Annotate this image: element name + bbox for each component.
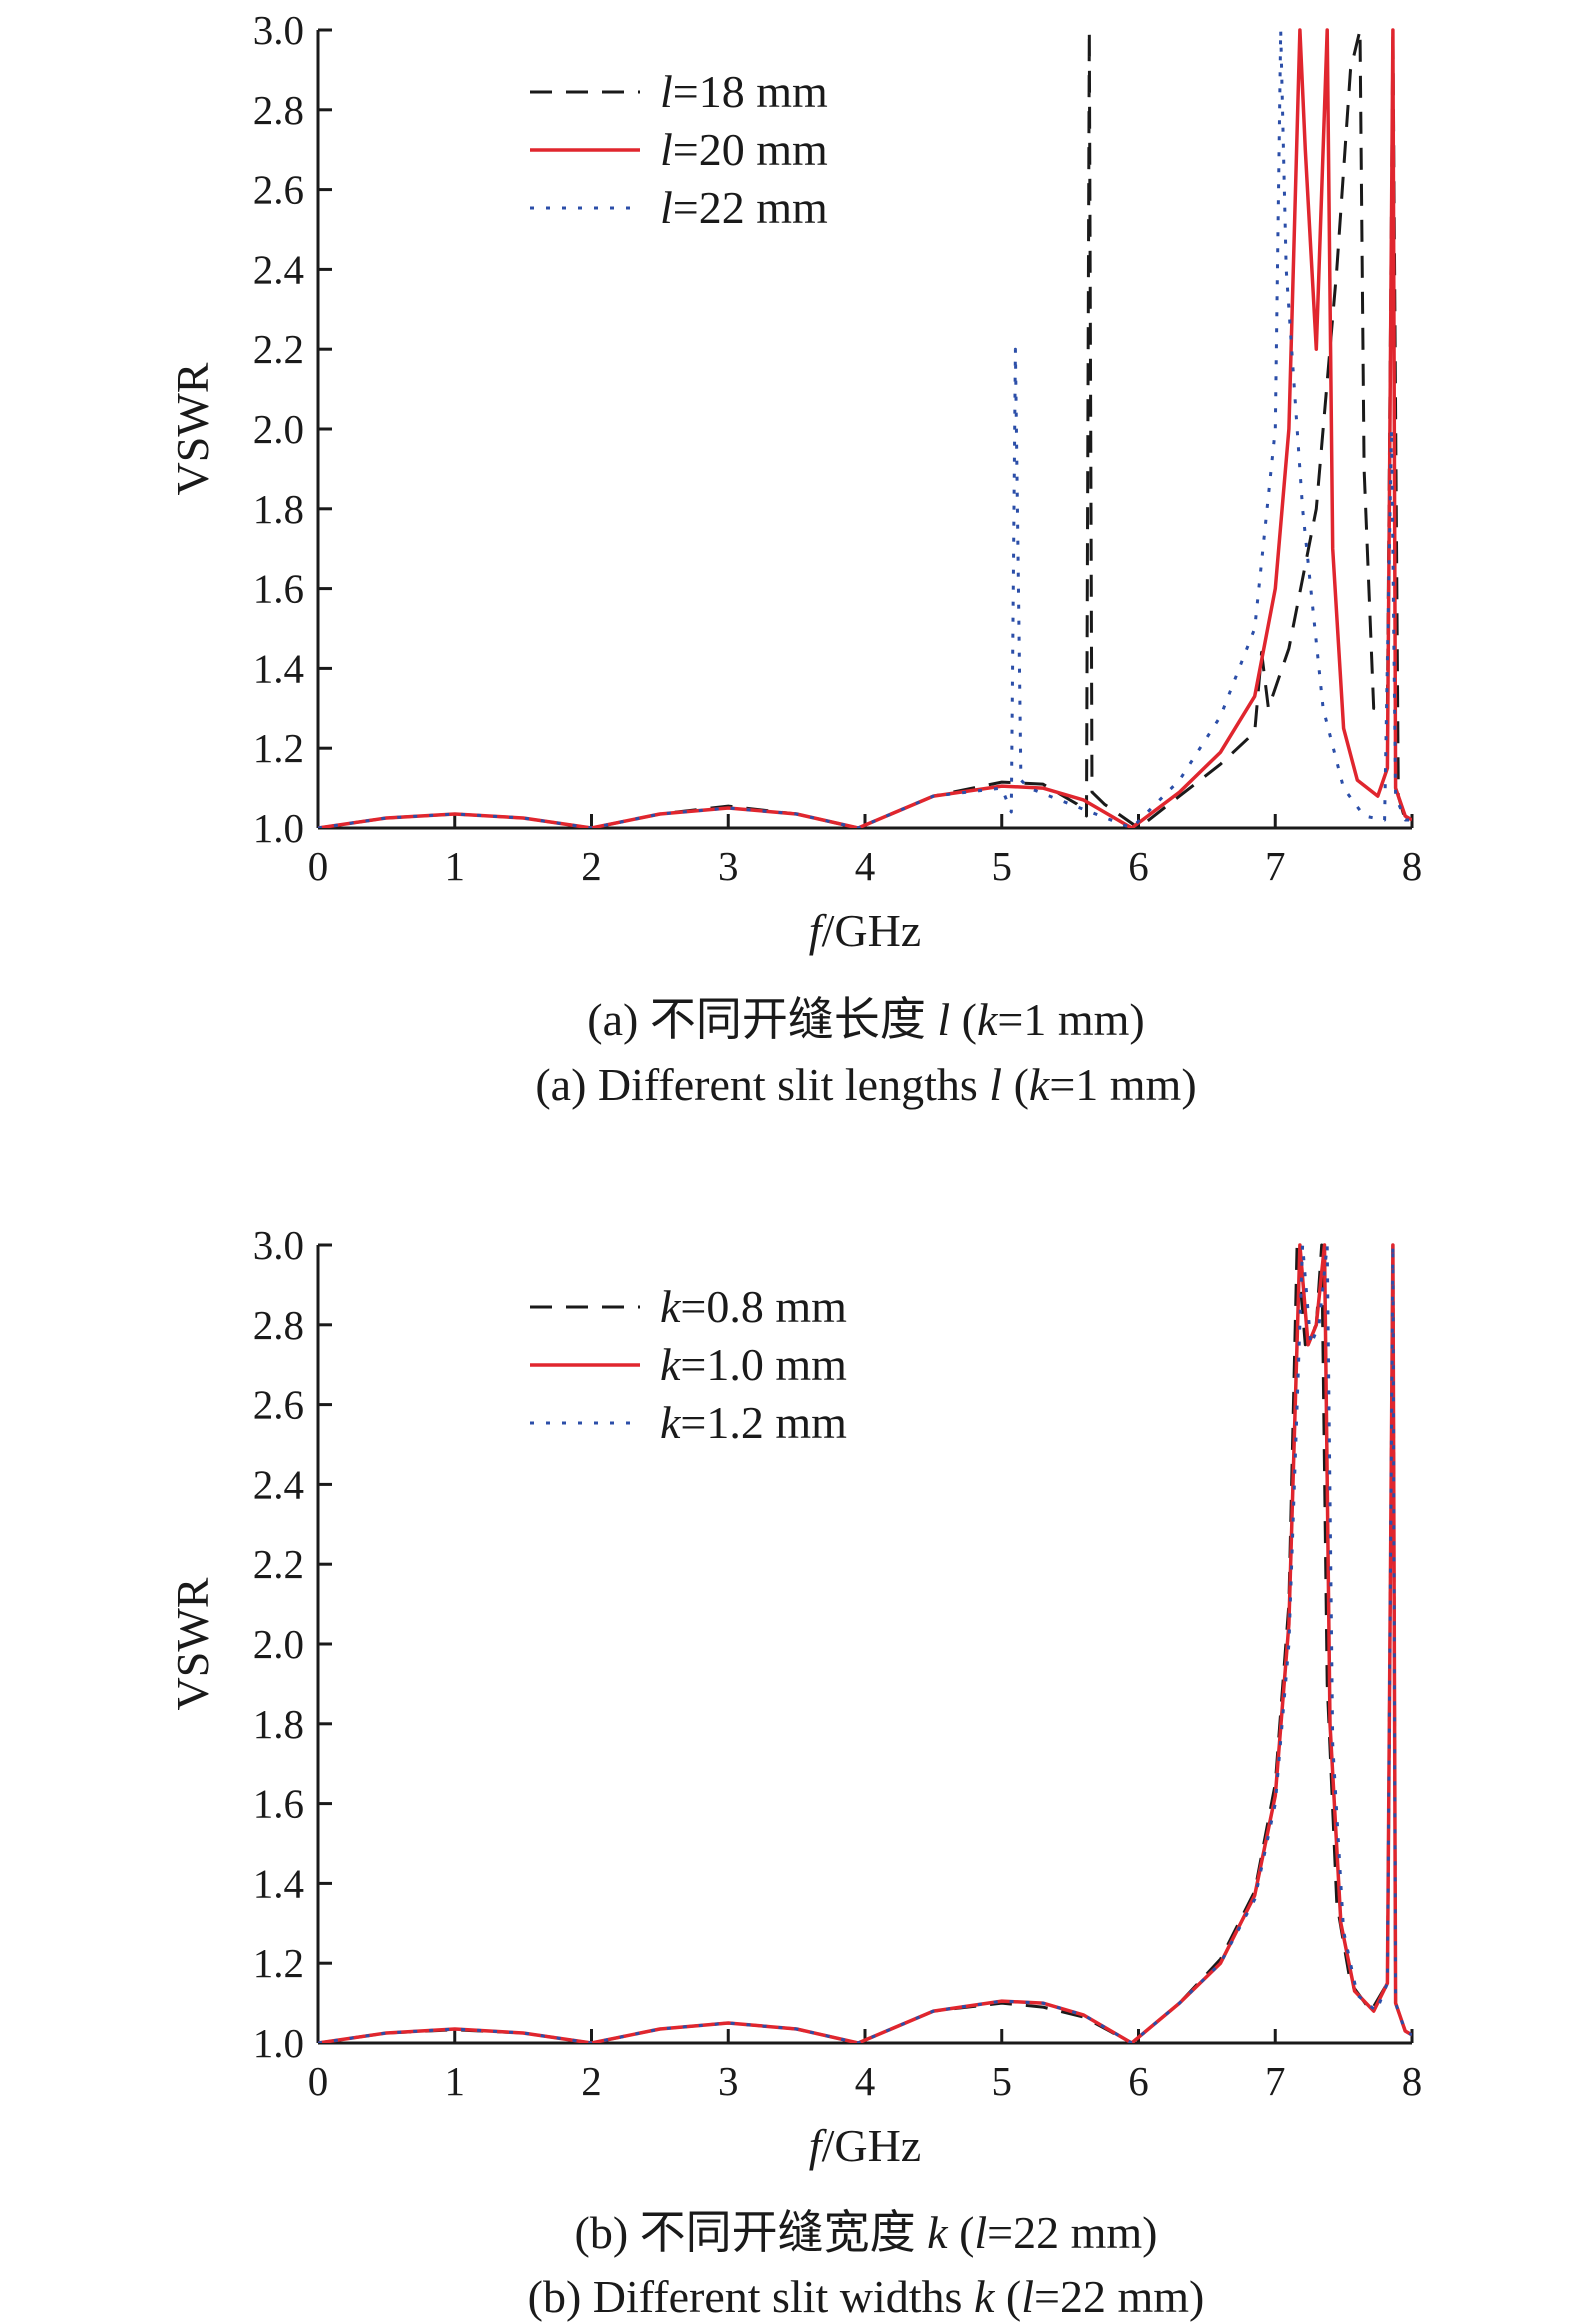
y-tick-label: 1.2 xyxy=(253,1940,304,1986)
y-tick-label: 1.2 xyxy=(253,725,304,771)
y-tick-label: 2.6 xyxy=(253,167,304,213)
series-line-18-l xyxy=(318,28,1412,828)
x-tick-label: 7 xyxy=(1265,2058,1286,2104)
chart-panel-a: 1.0 1.2 1.4 1.6 1.8 2.0 2.2 2.4 2.6 2.8 3.0 0 1 2 3 4 5 6… xyxy=(167,7,1422,1110)
y-tick-label: 3.0 xyxy=(253,7,304,53)
x-tick-label: 6 xyxy=(1128,2058,1149,2104)
legend-label: k=0.8 mm xyxy=(660,1281,847,1332)
x-tick-label: 0 xyxy=(308,843,329,889)
legend-label: l=22 mm xyxy=(660,182,828,233)
legend: l=18 mm l=20 mm l=22 mm xyxy=(530,66,828,233)
x-tick-label: 4 xyxy=(855,843,876,889)
y-tick-label: 1.6 xyxy=(253,566,304,612)
x-axis-title: f/GHz xyxy=(809,905,921,956)
x-tick-label: 3 xyxy=(718,2058,739,2104)
chart-panel-b: 1.0 1.2 1.4 1.6 1.8 2.0 2.2 2.4 2.6 2.8 3.0 0 1 2 3 4 5 6… xyxy=(167,1222,1422,2322)
x-tick-label: 6 xyxy=(1128,843,1149,889)
x-tick-label: 5 xyxy=(992,843,1013,889)
legend-label: l=18 mm xyxy=(660,66,828,117)
caption-cn: (b) 不同开缝宽度 k (l=22 mm) xyxy=(575,2207,1158,2258)
caption-en: (a) Different slit lengths l (k=1 mm) xyxy=(535,1059,1196,1110)
legend-label: k=1.0 mm xyxy=(660,1339,847,1390)
y-tick-label: 1.4 xyxy=(253,1860,304,1906)
y-tick-label: 1.6 xyxy=(253,1781,304,1827)
x-tick-label: 4 xyxy=(855,2058,876,2104)
x-tick-label: 2 xyxy=(581,843,602,889)
x-tick-label: 2 xyxy=(581,2058,602,2104)
y-tick-label: 2.4 xyxy=(253,1461,304,1507)
y-tick-label: 2.2 xyxy=(253,326,304,372)
caption-cn: (a) 不同开缝长度 l (k=1 mm) xyxy=(587,994,1144,1045)
x-tick-label: 7 xyxy=(1265,843,1286,889)
legend-label: k=1.2 mm xyxy=(660,1397,847,1448)
y-axis-title: VSWR xyxy=(167,1577,218,1710)
y-tick-label: 2.0 xyxy=(253,1621,304,1667)
x-tick-label: 3 xyxy=(718,843,739,889)
y-tick-label: 1.0 xyxy=(253,805,304,851)
x-tick-label: 0 xyxy=(308,2058,329,2104)
x-tick-label: 5 xyxy=(992,2058,1013,2104)
legend-label: l=20 mm xyxy=(660,124,828,175)
y-tick-label: 1.8 xyxy=(253,1701,304,1747)
series-line-1.0-k xyxy=(318,1243,1412,2043)
series-line-1.2-k xyxy=(318,1243,1412,2043)
y-tick-label: 2.0 xyxy=(253,406,304,452)
y-tick-label: 2.6 xyxy=(253,1382,304,1428)
y-tick-label: 2.4 xyxy=(253,246,304,292)
y-tick-label: 1.0 xyxy=(253,2020,304,2066)
x-tick-label: 8 xyxy=(1402,2058,1423,2104)
series-line-0.8-k xyxy=(318,1243,1412,2043)
y-axis-title: VSWR xyxy=(167,362,218,495)
y-tick-label: 2.2 xyxy=(253,1541,304,1587)
x-tick-label: 1 xyxy=(445,843,466,889)
y-tick-label: 3.0 xyxy=(253,1222,304,1268)
y-tick-label: 1.4 xyxy=(253,645,304,691)
x-tick-label: 8 xyxy=(1402,843,1423,889)
x-axis-title: f/GHz xyxy=(809,2120,921,2171)
series-line-20-l xyxy=(318,28,1412,828)
y-tick-label: 1.8 xyxy=(253,486,304,532)
x-tick-label: 1 xyxy=(445,2058,466,2104)
legend: k=0.8 mm k=1.0 mm k=1.2 mm xyxy=(530,1281,847,1448)
caption-en: (b) Different slit widths k (l=22 mm) xyxy=(528,2271,1205,2322)
y-tick-label: 2.8 xyxy=(253,87,304,133)
y-tick-label: 2.8 xyxy=(253,1302,304,1348)
